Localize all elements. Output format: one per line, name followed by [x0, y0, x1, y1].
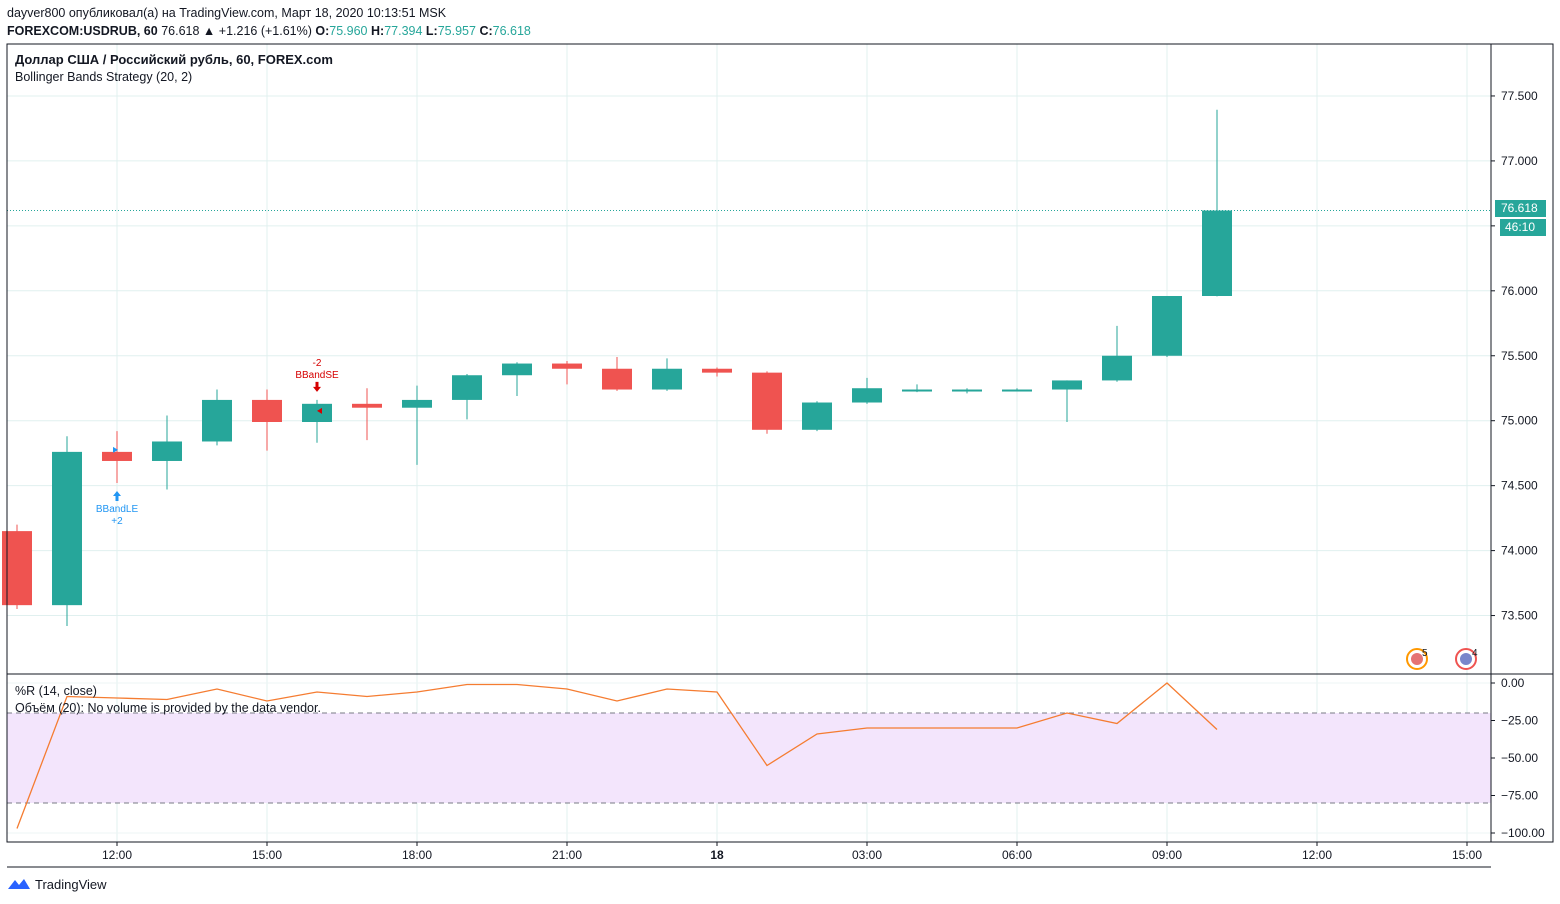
candle-body	[1202, 210, 1232, 296]
wr-tick-label: −25.00	[1501, 714, 1538, 728]
candle-body	[352, 403, 382, 408]
wr-tick-label: −100.00	[1501, 826, 1545, 840]
time-tick-label: 18	[710, 848, 724, 862]
candle-body	[852, 388, 882, 403]
wr-band-fill	[7, 713, 1491, 803]
footer-brand[interactable]: TradingView	[7, 876, 107, 892]
price-tick-label: 74.000	[1501, 544, 1538, 558]
event-count-1: 5	[1422, 648, 1428, 659]
williams-r-line	[16, 682, 1218, 829]
candle-body	[702, 368, 732, 373]
publish-info: dayver800 опубликовал(а) на TradingView.…	[7, 6, 447, 20]
last-price-badge-text: 76.618	[1501, 201, 1538, 215]
candle-body	[652, 368, 682, 390]
price-tick-label: 76.000	[1501, 284, 1538, 298]
candle-body	[952, 389, 982, 392]
signal-qty: -2	[313, 358, 322, 369]
candle-body	[452, 375, 482, 400]
candle-body	[802, 402, 832, 430]
candle-body	[152, 441, 182, 461]
price-change: ▲ +1.216 (+1.61%)	[202, 24, 312, 38]
wr-band	[7, 712, 1491, 804]
low-label: L:	[425, 24, 438, 38]
strategy-title: Bollinger Bands Strategy (20, 2)	[15, 70, 192, 84]
candle-body	[902, 389, 932, 392]
candle-body	[102, 451, 132, 461]
open-value: 75.960	[329, 24, 368, 38]
candle-body	[602, 368, 632, 390]
long-signal-arrow-icon	[113, 491, 121, 502]
low-value: 75.957	[437, 24, 476, 38]
candle-body	[252, 399, 282, 422]
price-tick-label: 73.500	[1501, 609, 1538, 623]
time-tick-label: 12:00	[102, 848, 132, 862]
wr-tick-label: −75.00	[1501, 789, 1538, 803]
candle-body	[302, 403, 332, 422]
time-tick-label: 15:00	[252, 848, 282, 862]
last-price: 76.618	[161, 24, 200, 38]
brand-name: TradingView	[35, 876, 107, 892]
price-tick-label: 75.000	[1501, 414, 1538, 428]
candle-body	[402, 399, 432, 408]
event-count-2: 4	[1472, 648, 1478, 659]
candle-body	[502, 363, 532, 376]
volume-note: Объём (20): No volume is provided by the…	[15, 701, 321, 715]
price-tick-label: 74.500	[1501, 479, 1538, 493]
candle-body	[52, 451, 82, 606]
price-tick-label: 77.500	[1501, 89, 1538, 103]
time-tick-label: 09:00	[1152, 848, 1182, 862]
chart-header: dayver800 опубликовал(а) на TradingView.…	[7, 4, 531, 40]
high-value: 77.394	[384, 24, 423, 38]
candle-body	[752, 372, 782, 430]
wr-title: %R (14, close)	[15, 684, 97, 698]
axes: 12:00 15:00 18:00 21:00 18 03:00 06:00 09:00 12:…	[6, 43, 1554, 868]
exit-marker-icon	[317, 407, 322, 414]
candle-body	[1152, 296, 1182, 356]
signal-label: BBandLE	[96, 504, 139, 515]
wr-tick-label: 0.00	[1501, 676, 1525, 690]
time-tick-label: 21:00	[552, 848, 582, 862]
short-signal-arrow-icon	[313, 381, 321, 392]
candle-body	[1102, 355, 1132, 381]
wr-line	[16, 682, 1218, 829]
event-flag-icon[interactable]: 5	[1406, 648, 1428, 670]
last-price-badge: 76.618 46:10	[1495, 200, 1546, 236]
time-tick-label: 12:00	[1302, 848, 1332, 862]
chart-border	[6, 43, 1554, 843]
symbol-name: FOREXCOM:USDRUB, 60	[7, 24, 158, 38]
series-title: Доллар США / Российский рубль, 60, FOREX…	[15, 52, 333, 67]
candle-body	[202, 399, 232, 442]
tradingview-logo-icon	[8, 879, 30, 889]
event-flag-icon[interactable]: 4	[1455, 648, 1478, 670]
price-tick-label: 77.000	[1501, 154, 1538, 168]
price-tick-label: 75.500	[1501, 349, 1538, 363]
time-tick-label: 06:00	[1002, 848, 1032, 862]
high-label: H:	[370, 24, 385, 38]
open-label: O:	[315, 24, 330, 38]
candles	[2, 109, 1232, 626]
candle-body	[1002, 389, 1032, 392]
entry-marker-icon	[113, 446, 118, 453]
time-tick-label: 18:00	[402, 848, 432, 862]
signals: BBandLE+2 BBandSE-2	[96, 358, 339, 527]
candle-body	[1052, 380, 1082, 390]
symbol-line: FOREXCOM:USDRUB, 60 76.618 ▲ +1.216 (+1.…	[7, 22, 531, 40]
time-tick-label: 15:00	[1452, 848, 1482, 862]
close-value: 76.618	[492, 24, 531, 38]
time-tick-label: 03:00	[852, 848, 882, 862]
candle-body	[552, 363, 582, 369]
wr-tick-label: −50.00	[1501, 751, 1538, 765]
signal-label: BBandSE	[295, 370, 339, 381]
signal-qty: +2	[111, 516, 123, 527]
countdown-badge-text: 46:10	[1505, 220, 1535, 234]
close-label: C:	[479, 24, 493, 38]
